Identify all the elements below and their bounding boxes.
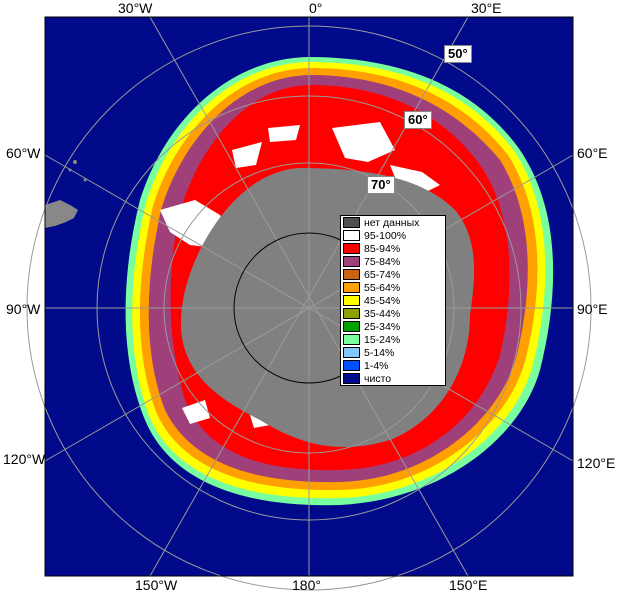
legend-swatch <box>343 373 360 384</box>
legend-swatch <box>343 256 360 267</box>
legend-label: 95-100% <box>364 229 407 242</box>
legend-item: 15-24% <box>341 333 445 346</box>
lon-label-right-120e: 120°E <box>577 455 616 471</box>
legend-swatch <box>343 230 360 241</box>
lon-label-right-60e: 60°E <box>577 145 608 161</box>
lat-label-50: 50° <box>444 45 472 63</box>
legend-item: 5-14% <box>341 346 445 359</box>
legend-label: 35-44% <box>364 307 401 320</box>
lon-label-bottom-150e: 150°E <box>449 577 488 593</box>
legend-item: 25-34% <box>341 320 445 333</box>
lon-label-top-30w: 30°W <box>118 0 153 16</box>
lon-label-right-90e: 90°E <box>577 301 608 317</box>
legend-swatch <box>343 347 360 358</box>
legend-swatch <box>343 243 360 254</box>
legend-label: 15-24% <box>364 333 401 346</box>
lat-label-60: 60° <box>404 111 432 129</box>
legend-swatch <box>343 295 360 306</box>
lat-label-70: 70° <box>367 176 395 194</box>
lon-label-left-120w: 120°W <box>3 451 46 467</box>
lon-label-bottom-180: 180° <box>292 577 321 593</box>
legend-label: 75-84% <box>364 255 401 268</box>
legend-item: чисто <box>341 372 445 385</box>
legend-label: 55-64% <box>364 281 401 294</box>
lon-label-bottom-150w: 150°W <box>135 577 178 593</box>
legend-item: 65-74% <box>341 268 445 281</box>
legend-label: 45-54% <box>364 294 401 307</box>
legend-swatch <box>343 269 360 280</box>
legend-label: чисто <box>364 372 392 385</box>
legend-item: нет данных <box>341 216 445 229</box>
legend-swatch <box>343 360 360 371</box>
legend-item: 35-44% <box>341 307 445 320</box>
graticule <box>26 16 592 591</box>
legend-label: 85-94% <box>364 242 401 255</box>
legend-label: 25-34% <box>364 320 401 333</box>
legend-item: 95-100% <box>341 229 445 242</box>
legend-label: 65-74% <box>364 268 401 281</box>
map-frame <box>44 16 574 577</box>
legend-swatch <box>343 321 360 332</box>
legend-item: 45-54% <box>341 294 445 307</box>
legend-label: 5-14% <box>364 346 395 359</box>
legend-label: нет данных <box>364 216 420 229</box>
lon-label-left-90w: 90°W <box>6 301 41 317</box>
legend-item: 75-84% <box>341 255 445 268</box>
legend-swatch <box>343 334 360 345</box>
legend: нет данных 95-100% 85-94% 75-84% 65-74% 55-64… <box>340 215 446 386</box>
lon-label-left-60w: 60°W <box>6 145 41 161</box>
legend-item: 55-64% <box>341 281 445 294</box>
lon-label-top-0: 0° <box>309 0 323 16</box>
legend-swatch <box>343 308 360 319</box>
legend-label: 1-4% <box>364 359 389 372</box>
legend-item: 85-94% <box>341 242 445 255</box>
legend-item: 1-4% <box>341 359 445 372</box>
lon-label-top-30e: 30°E <box>471 0 502 16</box>
legend-swatch <box>343 282 360 293</box>
legend-swatch <box>343 217 360 228</box>
